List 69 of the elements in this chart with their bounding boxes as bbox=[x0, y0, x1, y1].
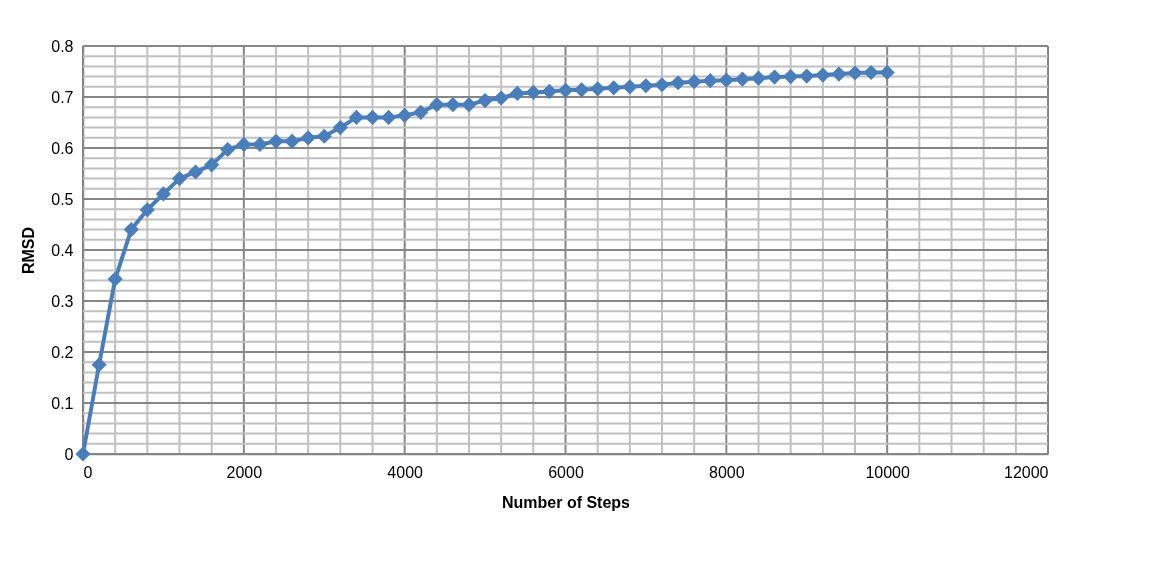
point bbox=[574, 82, 590, 98]
x-tick-label: 6000 bbox=[548, 463, 584, 481]
x-tick-label: 12000 bbox=[1004, 463, 1049, 481]
y-tick-label: 0.2 bbox=[51, 343, 74, 361]
point bbox=[767, 69, 783, 85]
point bbox=[590, 81, 606, 97]
x-tick-label: 0 bbox=[83, 463, 93, 481]
point bbox=[525, 84, 541, 100]
y-tick-label: 0 bbox=[64, 445, 74, 463]
y-tick-label: 0.4 bbox=[51, 241, 74, 259]
y-tick-label: 0.6 bbox=[51, 139, 74, 157]
point bbox=[284, 133, 300, 149]
y-tick-label: 0.3 bbox=[51, 292, 74, 310]
point bbox=[75, 446, 91, 462]
point bbox=[139, 202, 155, 218]
point bbox=[622, 79, 638, 95]
point bbox=[734, 71, 750, 87]
point bbox=[461, 97, 477, 113]
point bbox=[879, 64, 895, 81]
point bbox=[477, 92, 493, 109]
point bbox=[702, 73, 718, 89]
x-axis-title: Number of Steps bbox=[501, 493, 631, 511]
point bbox=[670, 75, 686, 91]
point bbox=[413, 104, 429, 120]
point bbox=[107, 271, 123, 287]
x-tick-label: 4000 bbox=[387, 463, 424, 481]
x-tick-label: 8000 bbox=[709, 463, 745, 481]
point bbox=[123, 222, 139, 238]
y-tick-label: 0.5 bbox=[51, 190, 74, 208]
point bbox=[236, 136, 252, 153]
y-tick-label: 0.8 bbox=[51, 37, 74, 55]
point bbox=[381, 109, 397, 125]
point bbox=[541, 83, 557, 99]
point bbox=[429, 97, 445, 113]
point bbox=[364, 109, 381, 125]
point bbox=[815, 67, 831, 83]
point bbox=[557, 82, 574, 98]
point bbox=[252, 136, 268, 153]
y-tick-label: 0.1 bbox=[51, 394, 74, 412]
point bbox=[204, 157, 220, 173]
point bbox=[316, 128, 332, 144]
point bbox=[220, 141, 236, 158]
point bbox=[750, 70, 767, 86]
point bbox=[509, 85, 525, 102]
point bbox=[348, 109, 364, 125]
point bbox=[188, 164, 204, 180]
point bbox=[638, 78, 654, 94]
point bbox=[686, 74, 702, 90]
point bbox=[91, 357, 107, 373]
point bbox=[847, 65, 863, 81]
point bbox=[171, 171, 188, 187]
point bbox=[799, 68, 815, 84]
y-axis-title: RMSD bbox=[20, 226, 38, 275]
point bbox=[783, 69, 799, 85]
y-tick-label: 0.7 bbox=[51, 88, 74, 106]
point bbox=[445, 97, 461, 113]
x-tick-label: 10000 bbox=[865, 463, 911, 481]
point bbox=[831, 66, 847, 82]
point bbox=[654, 77, 670, 93]
point bbox=[155, 186, 171, 202]
point bbox=[863, 64, 879, 81]
point bbox=[300, 130, 316, 146]
point bbox=[332, 120, 348, 136]
point bbox=[606, 80, 622, 96]
point bbox=[268, 133, 284, 149]
point bbox=[718, 72, 734, 88]
point bbox=[493, 90, 509, 106]
point bbox=[397, 107, 413, 123]
x-tick-label: 2000 bbox=[226, 463, 263, 481]
